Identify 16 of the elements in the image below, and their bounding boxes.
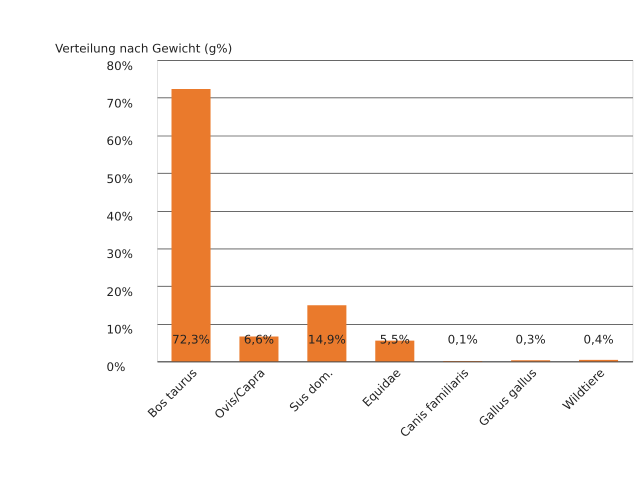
y-tick-label: 80% <box>106 58 133 73</box>
data-label: 0,1% <box>448 332 478 347</box>
y-tick-label: 10% <box>106 322 133 336</box>
y-tick-label: 0% <box>106 360 126 374</box>
data-label: 14,9% <box>308 332 346 347</box>
chart-title: Verteilung nach Gewicht (g%) <box>55 41 232 56</box>
y-tick-label: 20% <box>106 284 133 299</box>
y-tick-label: 60% <box>106 134 133 148</box>
data-label: 6,6% <box>244 332 274 347</box>
y-tick-label: 30% <box>106 247 133 262</box>
data-label: 0,4% <box>583 332 614 347</box>
data-label: 72,3% <box>172 332 210 347</box>
y-tick-label: 40% <box>106 209 133 224</box>
y-tick-label: 70% <box>106 96 133 110</box>
data-label: 0,3% <box>516 332 546 347</box>
y-tick-label: 50% <box>106 172 133 186</box>
